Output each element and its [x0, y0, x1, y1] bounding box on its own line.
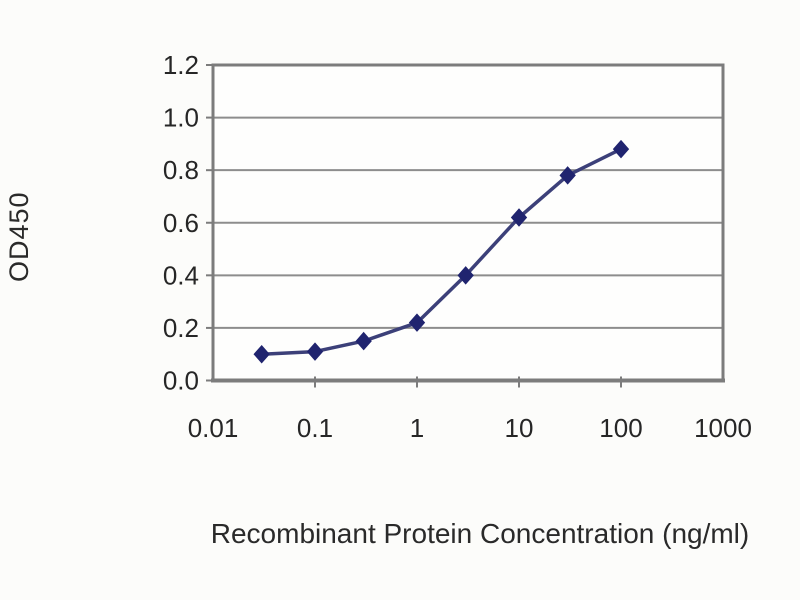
data-point-marker — [457, 266, 474, 285]
y-tick-label: 0.6 — [163, 208, 199, 238]
x-tick-label: 1000 — [694, 413, 752, 443]
y-tick-label: 0.8 — [163, 155, 199, 185]
series-line — [259, 147, 623, 356]
x-tick-label: 0.1 — [297, 413, 333, 443]
x-tick-label: 0.01 — [188, 413, 239, 443]
x-tick-label: 100 — [599, 413, 642, 443]
data-point-marker — [510, 208, 528, 227]
y-tick-label: 1.0 — [163, 103, 199, 133]
y-axis-title: OD450 — [4, 191, 34, 282]
x-tick-label: 1 — [410, 413, 424, 443]
data-point-marker — [408, 313, 426, 332]
data-point-marker — [355, 331, 372, 351]
y-tick-label: 1.2 — [163, 50, 199, 80]
x-axis-title: Recombinant Protein Concentration (ng/ml… — [210, 518, 750, 549]
data-point-marker — [306, 342, 324, 361]
y-tick-label: 0.4 — [163, 260, 199, 290]
data-point-marker — [559, 166, 576, 185]
y-tick-label: 0.0 — [163, 366, 199, 396]
data-point-marker — [612, 139, 630, 159]
x-tick-label: 10 — [505, 413, 534, 443]
y-tick-label: 0.2 — [163, 313, 199, 343]
data-point-marker — [253, 344, 270, 364]
